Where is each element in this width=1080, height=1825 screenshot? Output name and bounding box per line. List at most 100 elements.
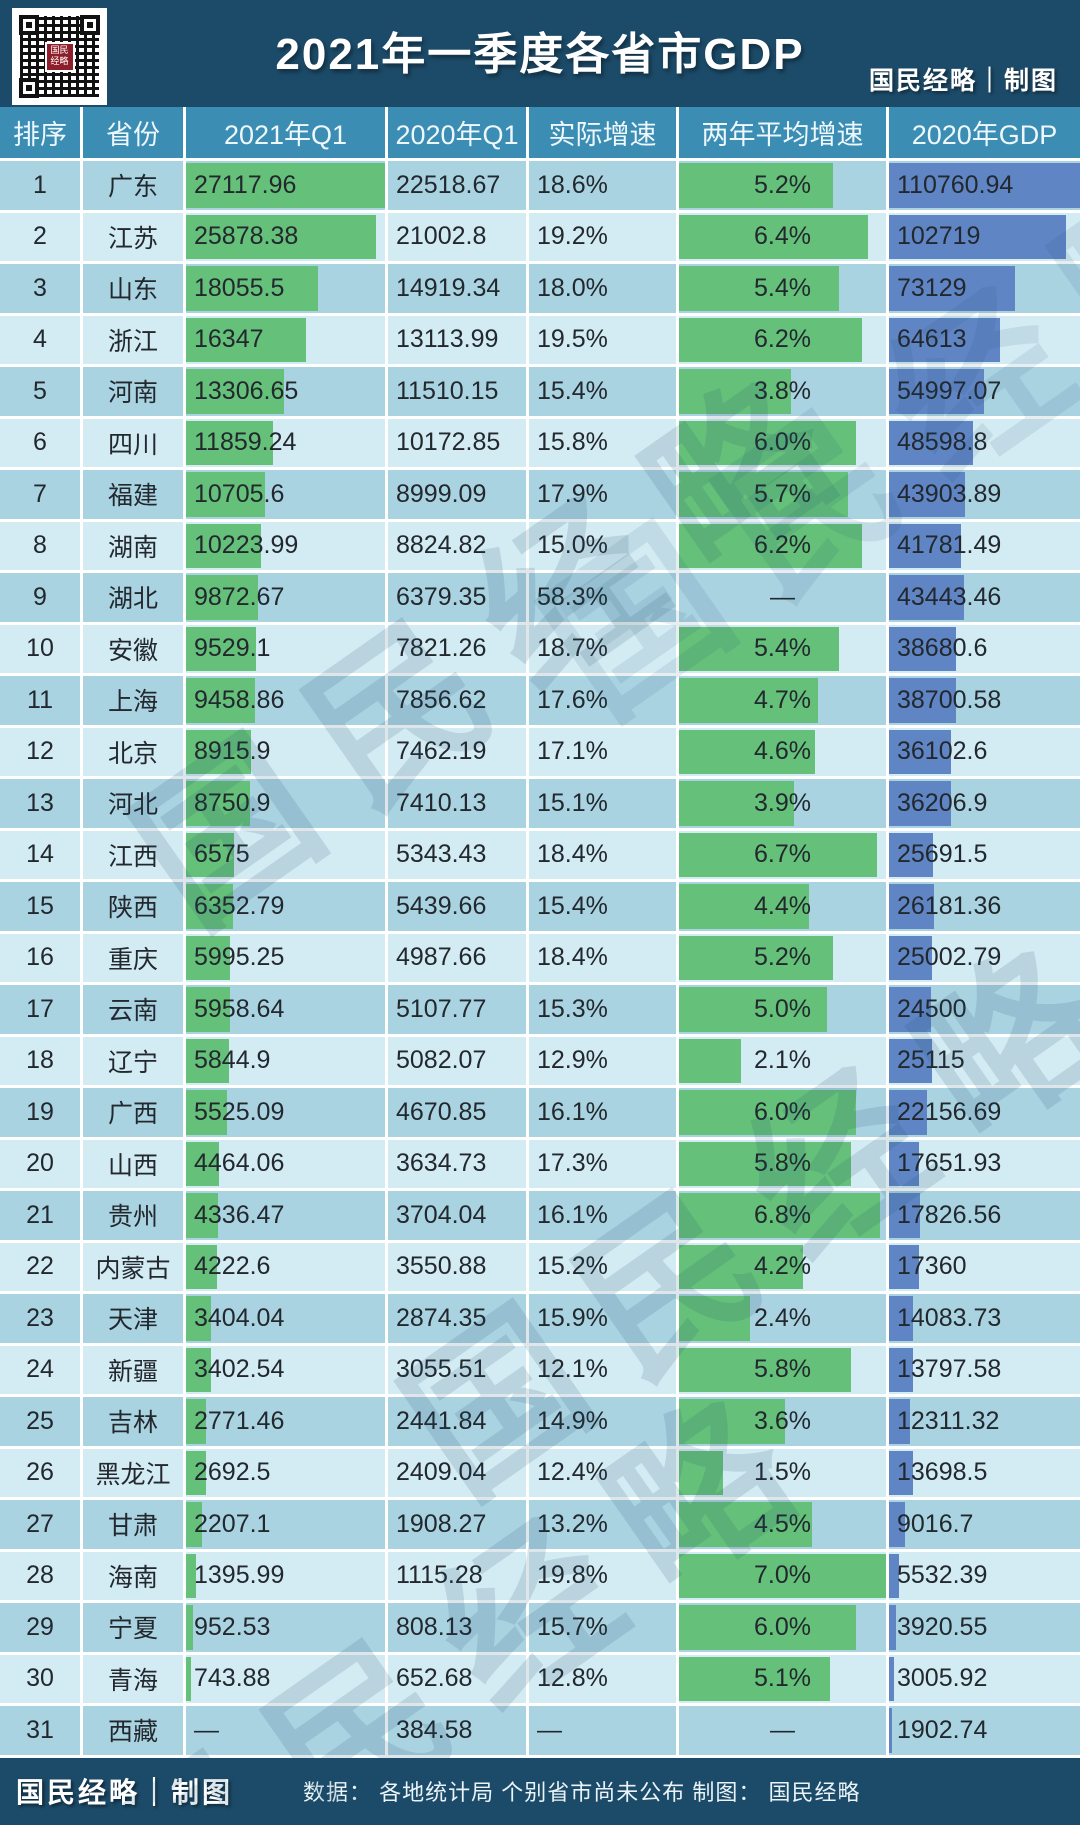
province-cell: 陕西 [83, 882, 183, 931]
avg-growth-cell: 5.0% [679, 985, 886, 1034]
province-cell: 江苏 [83, 212, 183, 261]
q1-2020-cell: 7410.13 [388, 779, 526, 828]
rank-cell: 13 [0, 779, 80, 828]
q1-2021-bar [186, 523, 262, 568]
growth-cell: 17.9% [529, 470, 676, 519]
gdp-2020-cell: 17651.93 [889, 1139, 1080, 1188]
q1-2021-bar [186, 1347, 211, 1392]
q1-2021-bar [186, 317, 306, 362]
q1-2021-cell: 2207.1 [186, 1500, 385, 1549]
province-cell: 海南 [83, 1551, 183, 1600]
avg-growth-bar [679, 1347, 851, 1392]
q1-2021-cell: 16347 [186, 315, 385, 364]
page-title: 2021年一季度各省市GDP [275, 30, 805, 79]
rank-cell: 29 [0, 1603, 80, 1652]
gdp-2020-cell: 3920.55 [889, 1603, 1080, 1652]
rank-cell: 11 [0, 676, 80, 725]
avg-growth-cell: 5.8% [679, 1139, 886, 1188]
growth-cell: 15.4% [529, 367, 676, 416]
gdp-2020-bar [889, 935, 933, 980]
avg-growth-cell: 6.4% [679, 212, 886, 261]
q1-2021-cell: 5844.9 [186, 1036, 385, 1085]
growth-cell: 58.3% [529, 573, 676, 622]
q1-2021-bar [186, 781, 251, 826]
gdp-2020-cell: 110760.94 [889, 161, 1080, 210]
q1-2020-cell: 4987.66 [388, 933, 526, 982]
q1-2021-bar [186, 1450, 206, 1495]
avg-growth-bar [679, 884, 810, 929]
avg-growth-bar [679, 317, 863, 362]
gdp-2020-bar [889, 1193, 920, 1238]
avg-growth-bar [679, 1553, 886, 1598]
province-cell: 辽宁 [83, 1036, 183, 1085]
avg-growth-cell: 5.8% [679, 1345, 886, 1394]
province-cell: 新疆 [83, 1345, 183, 1394]
province-cell: 云南 [83, 985, 183, 1034]
rank-cell: 23 [0, 1294, 80, 1343]
q1-2021-cell: 952.53 [186, 1603, 385, 1652]
q1-2021-bar [186, 266, 319, 311]
q1-2021-bar [186, 626, 256, 671]
growth-cell: 18.0% [529, 264, 676, 313]
gdp-2020-bar [889, 420, 973, 465]
avg-growth-bar [679, 523, 863, 568]
growth-cell: 16.1% [529, 1191, 676, 1240]
gdp-2020-cell: 17826.56 [889, 1191, 1080, 1240]
table-row: 17 云南 5958.64 5107.77 15.3% 5.0% 24500 [0, 985, 1080, 1034]
province-cell: 湖北 [83, 573, 183, 622]
gdp-2020-bar [889, 1450, 913, 1495]
province-cell: 山西 [83, 1139, 183, 1188]
q1-2020-cell: 13113.99 [388, 315, 526, 364]
rank-cell: 15 [0, 882, 80, 931]
q1-2020-cell: 652.68 [388, 1654, 526, 1703]
q1-2021-bar [186, 1038, 229, 1083]
gdp-2020-bar [889, 163, 1080, 208]
rank-cell: 10 [0, 624, 80, 673]
column-header-1: 省份 [83, 107, 183, 158]
table-row: 5 河南 13306.65 11510.15 15.4% 3.8% 54997.07 [0, 367, 1080, 416]
rank-cell: 1 [0, 161, 80, 210]
table-row: 10 安徽 9529.1 7821.26 18.7% 5.4% 38680.6 [0, 624, 1080, 673]
gdp-2020-cell: 5532.39 [889, 1551, 1080, 1600]
q1-2021-bar [186, 1656, 192, 1701]
table-row: 12 北京 8915.9 7462.19 17.1% 4.6% 36102.6 [0, 727, 1080, 776]
column-header-0: 排序 [0, 107, 80, 158]
table-header-row: 排序 省份 2021年Q1 2020年Q1 实际增速 两年平均增速 2020年GDP [0, 107, 1080, 158]
avg-growth-cell: 1.5% [679, 1448, 886, 1497]
column-header-2: 2021年Q1 [186, 107, 385, 158]
rank-cell: 8 [0, 521, 80, 570]
table-row: 23 天津 3404.04 2874.35 15.9% 2.4% 14083.73 [0, 1294, 1080, 1343]
avg-growth-bar [679, 1244, 804, 1289]
q1-2020-cell: 3634.73 [388, 1139, 526, 1188]
avg-growth-bar [679, 1399, 786, 1444]
q1-2021-cell: 8750.9 [186, 779, 385, 828]
q1-2021-cell: 18055.5 [186, 264, 385, 313]
column-header-4: 实际增速 [529, 107, 676, 158]
q1-2021-cell: 10223.99 [186, 521, 385, 570]
table-row: 11 上海 9458.86 7856.62 17.6% 4.7% 38700.58 [0, 676, 1080, 725]
growth-cell: 12.1% [529, 1345, 676, 1394]
q1-2021-cell: 1395.99 [186, 1551, 385, 1600]
province-cell: 宁夏 [83, 1603, 183, 1652]
rank-cell: 3 [0, 264, 80, 313]
growth-cell: 15.0% [529, 521, 676, 570]
growth-cell: 19.2% [529, 212, 676, 261]
q1-2021-cell: 8915.9 [186, 727, 385, 776]
gdp-2020-cell: 25002.79 [889, 933, 1080, 982]
growth-cell: 18.4% [529, 830, 676, 879]
q1-2021-bar [186, 1605, 193, 1650]
q1-2021-bar [186, 575, 259, 620]
top-banner: 国民经略 2021年一季度各省市GDP 国民经略｜制图 [0, 0, 1080, 107]
footer-brand: 国民经略｜制图 [16, 1776, 234, 1810]
rank-cell: 9 [0, 573, 80, 622]
gdp-2020-cell: 9016.7 [889, 1500, 1080, 1549]
growth-cell: 19.8% [529, 1551, 676, 1600]
q1-2021-bar [186, 420, 274, 465]
q1-2021-cell: 13306.65 [186, 367, 385, 416]
gdp-2020-bar [889, 1090, 928, 1135]
q1-2021-bar [186, 1244, 217, 1289]
gdp-2020-cell: 17360 [889, 1242, 1080, 1291]
avg-growth-cell: 4.5% [679, 1500, 886, 1549]
gdp-2020-cell: 3005.92 [889, 1654, 1080, 1703]
